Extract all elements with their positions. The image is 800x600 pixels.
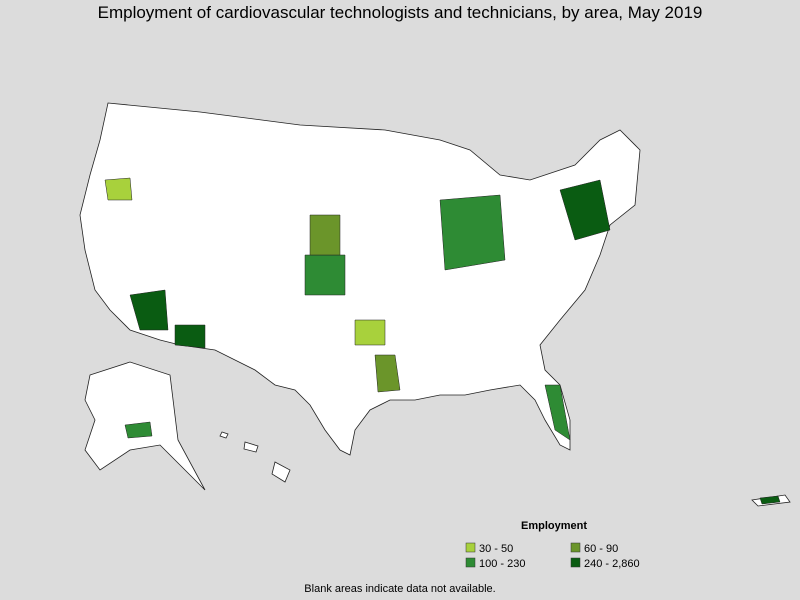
region xyxy=(304,254,346,296)
legend-swatch xyxy=(465,557,476,568)
region xyxy=(309,214,341,256)
region xyxy=(104,177,133,201)
region xyxy=(374,354,401,393)
legend-swatch xyxy=(570,542,581,553)
hawaii xyxy=(271,461,291,483)
legend-label: 30 - 50 xyxy=(479,543,513,555)
region xyxy=(174,324,206,349)
legend-label: 100 - 230 xyxy=(479,558,525,570)
region xyxy=(124,421,153,439)
region xyxy=(129,289,169,331)
hawaii xyxy=(243,441,259,453)
region-patches xyxy=(104,177,781,505)
legend: 30 - 50 60 - 90 100 - 230 240 - 2,860 xyxy=(465,542,640,570)
contiguous-us xyxy=(79,102,641,456)
region xyxy=(759,495,781,505)
region xyxy=(354,319,386,346)
map-shapes xyxy=(79,102,791,507)
region xyxy=(439,194,506,271)
legend-swatch xyxy=(570,557,581,568)
map-title: Employment of cardiovascular technologis… xyxy=(98,3,703,22)
region xyxy=(559,179,611,241)
legend-swatch xyxy=(465,542,476,553)
hawaii xyxy=(219,431,229,439)
legend-label: 240 - 2,860 xyxy=(584,558,640,570)
legend-title: Employment xyxy=(521,520,587,532)
region xyxy=(544,384,571,441)
legend-label: 60 - 90 xyxy=(584,543,618,555)
footnote: Blank areas indicate data not available. xyxy=(304,583,495,595)
